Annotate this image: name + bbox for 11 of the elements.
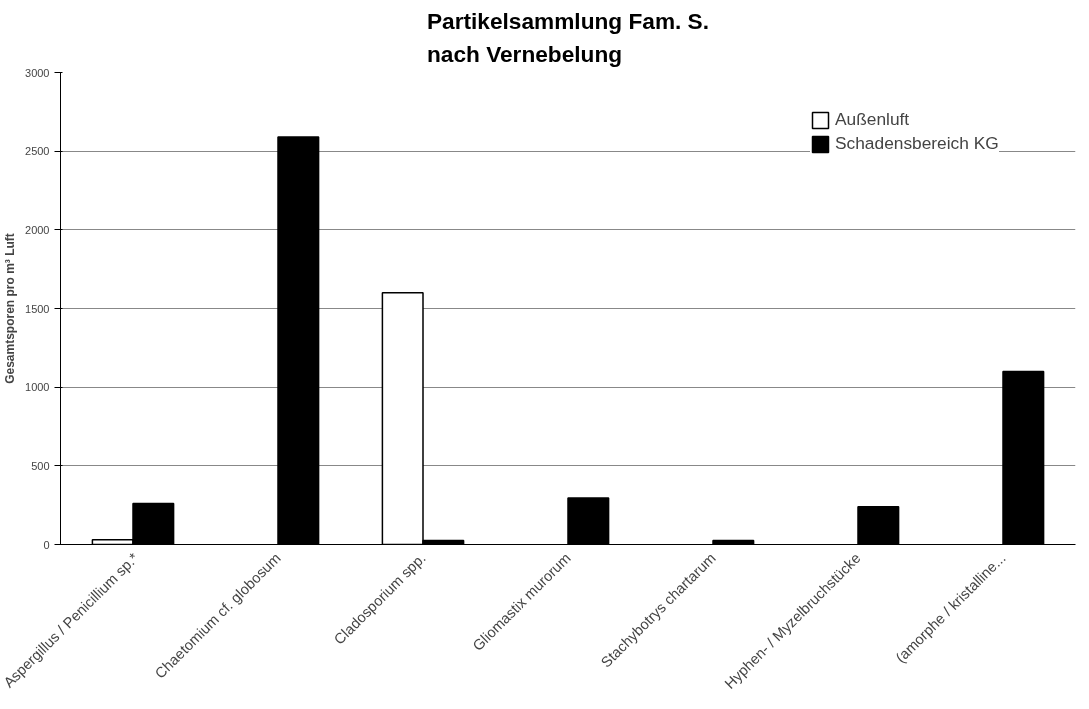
y-tick-label: 1000	[25, 381, 50, 394]
y-tick-label: 0	[43, 538, 50, 551]
y-tick-label: 1500	[25, 302, 50, 315]
y-axis-title: Gesamtsporen pro m³ Luft	[3, 233, 18, 384]
y-tick-label: 500	[31, 459, 50, 472]
y-tick-label: 3000	[25, 66, 50, 79]
y-tick-label: 2000	[25, 223, 50, 236]
legend-label: Schadensbereich KG	[835, 133, 999, 154]
legend-label: Außenluft	[835, 109, 910, 130]
chart-title: Partikelsammlung Fam. S. nach Vernebelung	[426, 7, 710, 68]
y-tick-label: 2500	[25, 145, 50, 158]
